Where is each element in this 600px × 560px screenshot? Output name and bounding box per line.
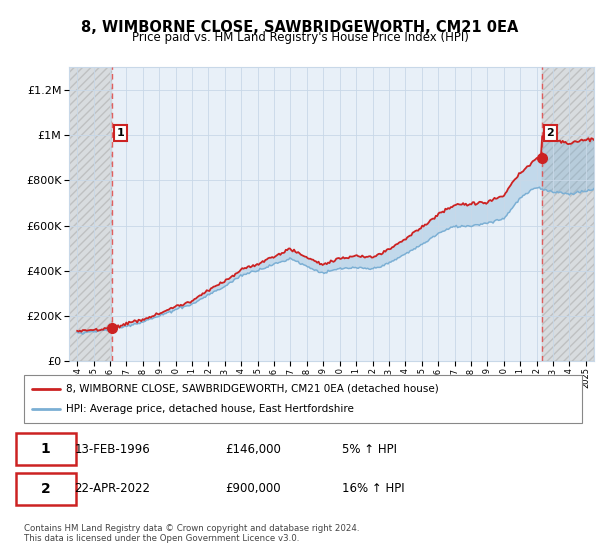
Text: £146,000: £146,000 [225, 443, 281, 456]
Text: 16% ↑ HPI: 16% ↑ HPI [342, 482, 404, 495]
Text: 2: 2 [41, 482, 50, 496]
Text: HPI: Average price, detached house, East Hertfordshire: HPI: Average price, detached house, East… [66, 404, 354, 414]
FancyBboxPatch shape [16, 473, 76, 505]
Text: 1: 1 [41, 442, 50, 456]
Text: 5% ↑ HPI: 5% ↑ HPI [342, 443, 397, 456]
Text: Price paid vs. HM Land Registry's House Price Index (HPI): Price paid vs. HM Land Registry's House … [131, 31, 469, 44]
FancyBboxPatch shape [24, 375, 582, 423]
Text: 22-APR-2022: 22-APR-2022 [74, 482, 150, 495]
Text: £900,000: £900,000 [225, 482, 281, 495]
Bar [69, 67, 112, 361]
Bar [542, 67, 594, 361]
Text: 1: 1 [116, 128, 124, 138]
Text: 8, WIMBORNE CLOSE, SAWBRIDGEWORTH, CM21 0EA: 8, WIMBORNE CLOSE, SAWBRIDGEWORTH, CM21 … [82, 20, 518, 35]
Text: 13-FEB-1996: 13-FEB-1996 [74, 443, 150, 456]
Text: Contains HM Land Registry data © Crown copyright and database right 2024.
This d: Contains HM Land Registry data © Crown c… [24, 524, 359, 543]
Text: 8, WIMBORNE CLOSE, SAWBRIDGEWORTH, CM21 0EA (detached house): 8, WIMBORNE CLOSE, SAWBRIDGEWORTH, CM21 … [66, 384, 439, 394]
Text: 2: 2 [547, 128, 554, 138]
FancyBboxPatch shape [16, 433, 76, 465]
